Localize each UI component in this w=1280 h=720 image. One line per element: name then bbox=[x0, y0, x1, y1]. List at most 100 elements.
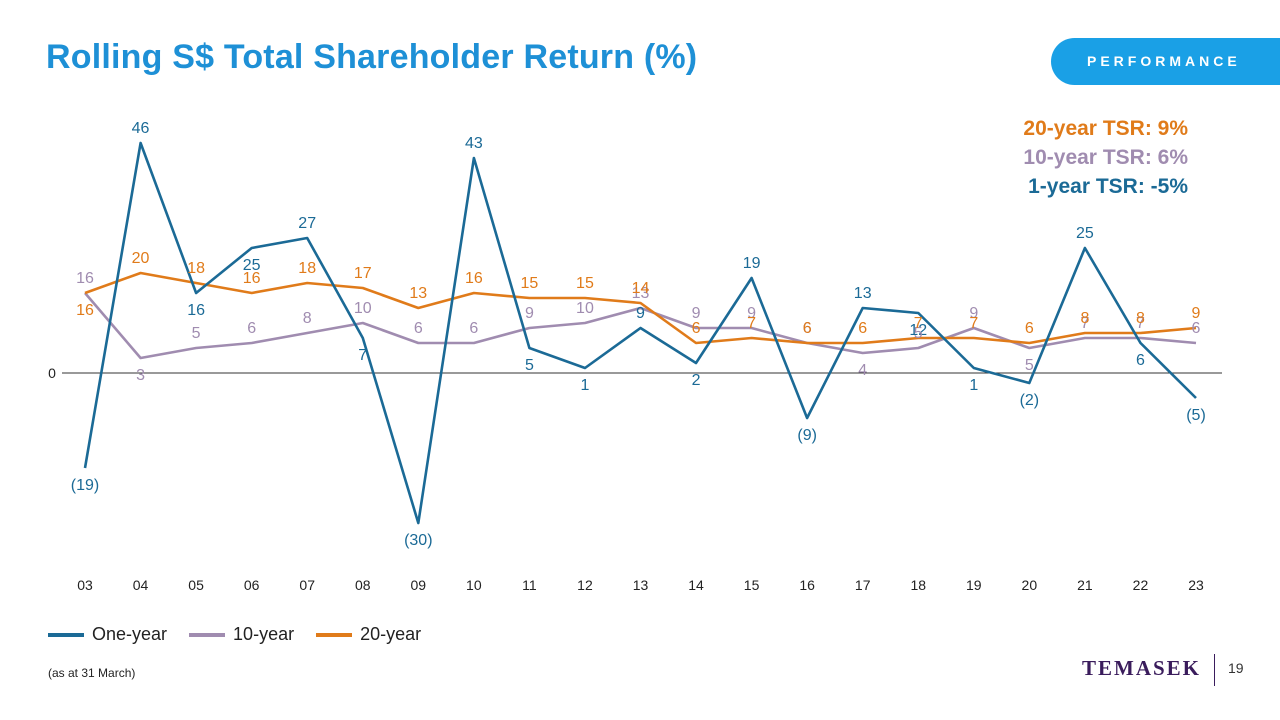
data-label-one-year-15: 19 bbox=[743, 255, 761, 272]
data-label-20-year-05: 18 bbox=[187, 260, 205, 277]
data-label-one-year-21: 25 bbox=[1076, 225, 1094, 242]
legend-item-20-year: 20-year bbox=[316, 624, 421, 645]
data-label-20-year-17: 6 bbox=[858, 320, 867, 337]
data-label-10-year-17: 4 bbox=[858, 362, 867, 379]
data-label-20-year-04: 20 bbox=[132, 250, 150, 267]
data-label-one-year-03: (19) bbox=[71, 477, 99, 494]
data-label-10-year-09: 6 bbox=[414, 320, 423, 337]
data-label-10-year-06: 6 bbox=[247, 320, 256, 337]
data-label-one-year-10: 43 bbox=[465, 135, 483, 152]
data-label-one-year-11: 5 bbox=[525, 357, 534, 374]
data-label-one-year-17: 13 bbox=[854, 285, 872, 302]
data-label-20-year-08: 17 bbox=[354, 265, 372, 282]
data-label-one-year-12: 1 bbox=[580, 377, 589, 394]
data-label-one-year-09: (30) bbox=[404, 532, 432, 549]
data-label-10-year-08: 10 bbox=[354, 300, 372, 317]
x-tick-label-13: 13 bbox=[633, 577, 649, 593]
page-title: Rolling S$ Total Shareholder Return (%) bbox=[46, 38, 698, 76]
data-label-one-year-07: 27 bbox=[298, 215, 316, 232]
legend-swatch-one-year bbox=[48, 632, 84, 637]
data-label-10-year-23: 6 bbox=[1192, 320, 1201, 337]
x-tick-label-07: 07 bbox=[299, 577, 315, 593]
data-label-20-year-14: 6 bbox=[692, 320, 701, 337]
x-tick-label-08: 08 bbox=[355, 577, 371, 593]
date-note: (as at 31 March) bbox=[48, 666, 136, 680]
legend-label-one-year: One-year bbox=[92, 624, 168, 644]
data-label-10-year-15: 9 bbox=[747, 305, 756, 322]
page-number: 19 bbox=[1228, 660, 1244, 676]
data-label-one-year-22: 6 bbox=[1136, 352, 1145, 369]
x-tick-label-16: 16 bbox=[799, 577, 815, 593]
data-label-10-year-13: 13 bbox=[632, 285, 650, 302]
x-tick-label-11: 11 bbox=[522, 577, 537, 593]
legend-swatch-20-year bbox=[316, 632, 353, 637]
brand-logo: TEMASEK bbox=[1082, 656, 1202, 680]
legend-item-one-year: One-year bbox=[48, 624, 167, 645]
data-label-10-year-22: 7 bbox=[1136, 315, 1145, 332]
x-tick-label-18: 18 bbox=[910, 577, 926, 593]
series-line-20-year bbox=[84, 271, 1197, 345]
data-label-20-year-21: 8 bbox=[1080, 310, 1089, 327]
summary-10-year: 10-year TSR: 6% bbox=[1023, 146, 1188, 169]
data-label-10-year-10: 6 bbox=[469, 320, 478, 337]
x-tick-label-17: 17 bbox=[855, 577, 871, 593]
data-label-20-year-19: 7 bbox=[969, 315, 978, 332]
data-label-10-year-16: 6 bbox=[803, 320, 812, 337]
data-label-10-year-12: 10 bbox=[576, 300, 594, 317]
data-label-20-year-15: 7 bbox=[747, 315, 756, 332]
x-tick-label-12: 12 bbox=[577, 577, 593, 593]
legend-swatch-10-year bbox=[189, 632, 226, 637]
legend-item-10-year: 10-year bbox=[189, 624, 294, 645]
x-tick-label-15: 15 bbox=[744, 577, 760, 593]
x-tick-label-04: 04 bbox=[133, 577, 149, 593]
series-line-one-year bbox=[83, 141, 1197, 525]
data-label-20-year-23: 9 bbox=[1192, 305, 1201, 322]
data-label-20-year-12: 15 bbox=[576, 275, 594, 292]
data-label-10-year-19: 9 bbox=[969, 305, 978, 322]
x-tick-label-03: 03 bbox=[77, 577, 93, 593]
x-tick-label-10: 10 bbox=[466, 577, 482, 593]
data-label-one-year-14: 2 bbox=[692, 372, 701, 389]
footer-divider bbox=[1214, 654, 1215, 686]
x-tick-label-20: 20 bbox=[1022, 577, 1038, 593]
data-label-20-year-18: 7 bbox=[914, 315, 923, 332]
data-label-10-year-14: 9 bbox=[692, 305, 701, 322]
y-axis-zero-label: 0 bbox=[48, 365, 56, 381]
x-tick-label-23: 23 bbox=[1188, 577, 1204, 593]
x-tick-label-21: 21 bbox=[1077, 577, 1093, 593]
data-label-10-year-04: 3 bbox=[136, 367, 145, 384]
summary-20-year: 20-year TSR: 9% bbox=[1023, 117, 1188, 140]
data-label-20-year-13: 14 bbox=[632, 280, 650, 297]
data-label-one-year-08: 7 bbox=[358, 347, 367, 364]
data-label-one-year-20: (2) bbox=[1020, 392, 1040, 409]
data-label-20-year-11: 15 bbox=[521, 275, 539, 292]
data-label-one-year-06: 25 bbox=[243, 257, 261, 274]
data-label-20-year-20: 6 bbox=[1025, 320, 1034, 337]
data-label-one-year-13: 9 bbox=[636, 305, 645, 322]
data-label-10-year-20: 5 bbox=[1025, 357, 1034, 374]
data-label-20-year-22: 8 bbox=[1136, 310, 1145, 327]
data-label-20-year-03: 16 bbox=[76, 302, 94, 319]
data-label-10-year-05: 5 bbox=[192, 325, 201, 342]
data-label-10-year-18: 5 bbox=[914, 325, 923, 342]
data-label-one-year-23: (5) bbox=[1186, 407, 1206, 424]
data-label-20-year-10: 16 bbox=[465, 270, 483, 287]
x-tick-label-06: 06 bbox=[244, 577, 260, 593]
x-tick-label-22: 22 bbox=[1133, 577, 1149, 593]
legend-label-10-year: 10-year bbox=[233, 624, 295, 644]
summary-1-year: 1-year TSR: -5% bbox=[1028, 175, 1188, 198]
legend-label-20-year: 20-year bbox=[360, 624, 422, 644]
data-label-20-year-09: 13 bbox=[409, 285, 427, 302]
chart-legend: One-year 10-year 20-year bbox=[48, 624, 443, 645]
x-tick-label-05: 05 bbox=[188, 577, 204, 593]
data-label-one-year-05: 16 bbox=[187, 302, 205, 319]
data-label-one-year-16: (9) bbox=[797, 427, 817, 444]
tsr-summary: 20-year TSR: 9% 10-year TSR: 6% 1-year T… bbox=[1023, 114, 1188, 201]
x-tick-label-14: 14 bbox=[688, 577, 704, 593]
x-tick-label-09: 09 bbox=[411, 577, 427, 593]
data-label-20-year-06: 16 bbox=[243, 270, 261, 287]
data-label-one-year-18: 12 bbox=[909, 322, 927, 339]
x-tick-label-19: 19 bbox=[966, 577, 982, 593]
section-badge: PERFORMANCE bbox=[1051, 38, 1280, 85]
